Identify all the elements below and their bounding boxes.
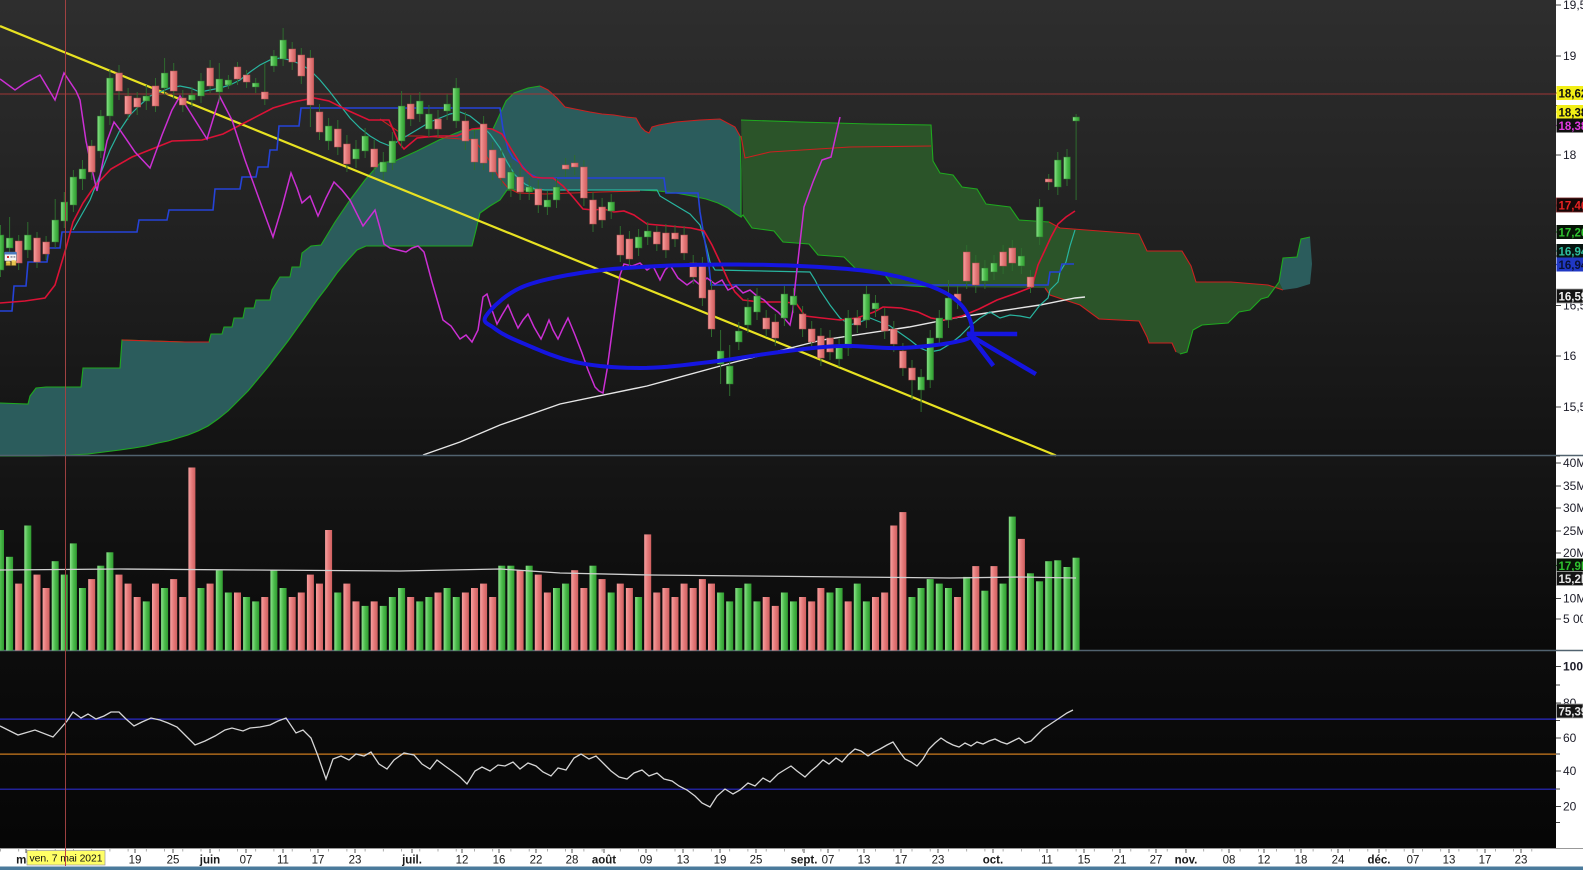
svg-text:08: 08 <box>1223 855 1236 867</box>
svg-text:22: 22 <box>530 855 543 867</box>
svg-text:16: 16 <box>493 855 506 867</box>
svg-text:13: 13 <box>1443 855 1456 867</box>
svg-text:100: 100 <box>1563 660 1583 674</box>
svg-text:19,5: 19,5 <box>1563 0 1583 12</box>
svg-text:17: 17 <box>1479 855 1492 867</box>
svg-text:18: 18 <box>1295 855 1308 867</box>
svg-text:août: août <box>592 855 616 867</box>
svg-text:ven. 7 mai 2021: ven. 7 mai 2021 <box>30 854 103 865</box>
svg-text:15: 15 <box>1078 855 1091 867</box>
svg-text:15,5: 15,5 <box>1563 400 1583 414</box>
svg-text:sept.: sept. <box>791 855 818 867</box>
svg-text:5 000 000: 5 000 000 <box>1563 612 1583 626</box>
svg-text:23: 23 <box>1515 855 1528 867</box>
svg-text:13: 13 <box>858 855 871 867</box>
svg-text:12: 12 <box>456 855 469 867</box>
svg-text:oct.: oct. <box>983 855 1003 867</box>
svg-text:juin: juin <box>199 855 220 867</box>
svg-text:17,46: 17,46 <box>1559 201 1583 213</box>
svg-text:35M: 35M <box>1563 479 1583 493</box>
svg-text:12: 12 <box>1258 855 1271 867</box>
svg-text:23: 23 <box>932 855 945 867</box>
svg-text:17,26: 17,26 <box>1559 228 1583 240</box>
svg-text:27: 27 <box>1150 855 1163 867</box>
svg-text:10M: 10M <box>1563 592 1583 606</box>
svg-text:19: 19 <box>714 855 727 867</box>
svg-text:20: 20 <box>1563 800 1577 814</box>
svg-text:25: 25 <box>750 855 763 867</box>
svg-text:16: 16 <box>1563 349 1577 363</box>
svg-text:20M: 20M <box>1563 546 1583 560</box>
svg-text:40: 40 <box>1563 764 1577 778</box>
svg-text:18: 18 <box>1563 148 1577 162</box>
svg-text:19: 19 <box>129 855 142 867</box>
svg-text:23: 23 <box>349 855 362 867</box>
svg-text:07: 07 <box>240 855 253 867</box>
svg-text:28: 28 <box>566 855 579 867</box>
svg-text:25: 25 <box>167 855 180 867</box>
svg-text:11: 11 <box>1041 855 1053 867</box>
svg-text:15,2M: 15,2M <box>1559 574 1583 586</box>
svg-text:16,94: 16,94 <box>1559 260 1583 272</box>
svg-text:75,39: 75,39 <box>1559 707 1583 719</box>
svg-text:13: 13 <box>677 855 690 867</box>
svg-text:18,38: 18,38 <box>1559 108 1583 120</box>
svg-text:25M: 25M <box>1563 524 1583 538</box>
svg-text:18,38: 18,38 <box>1559 121 1583 133</box>
svg-text:17,9M: 17,9M <box>1559 561 1583 573</box>
svg-text:17: 17 <box>312 855 325 867</box>
svg-text:60: 60 <box>1563 731 1577 745</box>
svg-text:17: 17 <box>895 855 908 867</box>
svg-text:07: 07 <box>1407 855 1420 867</box>
svg-text:30M: 30M <box>1563 501 1583 515</box>
svg-text:16,94: 16,94 <box>1559 247 1583 259</box>
svg-text:21: 21 <box>1114 855 1127 867</box>
svg-text:nov.: nov. <box>1175 855 1198 867</box>
svg-text:24: 24 <box>1332 855 1345 867</box>
svg-text:déc.: déc. <box>1367 855 1390 867</box>
svg-text:40M: 40M <box>1563 456 1583 470</box>
svg-text:07: 07 <box>822 855 835 867</box>
svg-text:09: 09 <box>640 855 653 867</box>
svg-text:11: 11 <box>277 855 289 867</box>
svg-text:juil.: juil. <box>401 855 422 867</box>
svg-text:18,62: 18,62 <box>1559 89 1583 101</box>
svg-text:16,59: 16,59 <box>1559 292 1583 304</box>
svg-text:19: 19 <box>1563 49 1577 63</box>
